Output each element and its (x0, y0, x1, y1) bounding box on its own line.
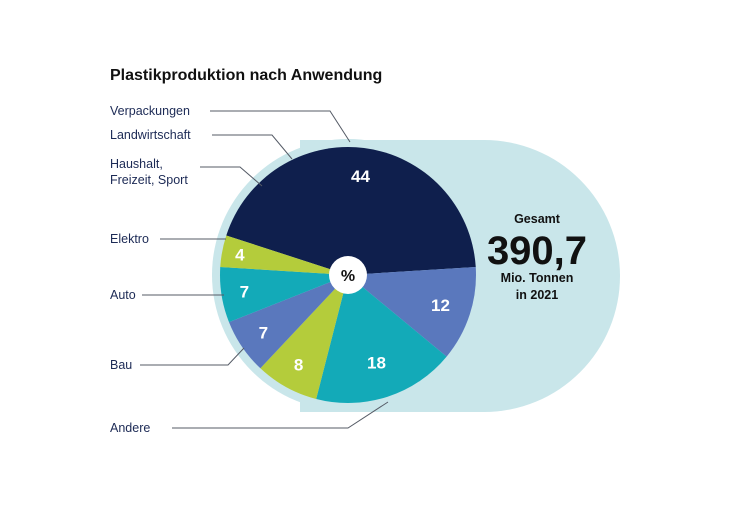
slice-value-label: 8 (294, 356, 303, 375)
total-heading: Gesamt (514, 212, 561, 226)
slice-value-label: 4 (235, 245, 245, 264)
leader-line (200, 166, 263, 187)
category-label: Landwirtschaft (110, 128, 191, 142)
category-label: Auto (110, 288, 136, 302)
leader-line (172, 401, 389, 429)
category-label: Bau (110, 358, 132, 372)
slice-value-label: 18 (367, 354, 386, 373)
chart-title: Plastikproduktion nach Anwendung (110, 67, 382, 84)
slice-value-label: 44 (351, 167, 370, 186)
total-year: in 2021 (516, 288, 558, 302)
category-label: Andere (110, 421, 150, 435)
leader-line (210, 110, 351, 143)
slice-value-labels: 44 12 18 8 7 7 4 (235, 167, 450, 375)
leader-line (140, 347, 245, 366)
pie-slice-elektro (228, 275, 348, 369)
pie-slice-bau (316, 275, 447, 403)
slice-value-label: 7 (240, 282, 249, 301)
pie-slices (220, 146, 477, 403)
total-unit: Mio. Tonnen (501, 271, 574, 285)
pie-slice-auto (260, 275, 348, 399)
category-label: Elektro (110, 232, 149, 246)
category-label: Verpackungen (110, 104, 190, 118)
category-label: Freizeit, Sport (110, 173, 188, 187)
center-percent-label: % (341, 268, 355, 285)
pie-slice-verpackungen (226, 146, 476, 275)
pie-slice-haushalt-freizeit-sport (220, 266, 348, 323)
total-block: Gesamt 390,7 Mio. Tonnen in 2021 (487, 212, 587, 302)
pie-slice-landwirtschaft (220, 235, 348, 275)
slice-value-label: 12 (431, 296, 450, 315)
pie-slice-andere (348, 266, 477, 357)
leader-lines (140, 110, 389, 429)
category-labels: Verpackungen Andere Bau Auto Elektro Haushalt… (110, 104, 191, 435)
leader-line (212, 134, 293, 160)
category-label: Haushalt, (110, 157, 163, 171)
slice-value-label: 7 (259, 324, 268, 343)
total-value: 390,7 (487, 229, 587, 273)
pie-center-hole (329, 256, 367, 294)
